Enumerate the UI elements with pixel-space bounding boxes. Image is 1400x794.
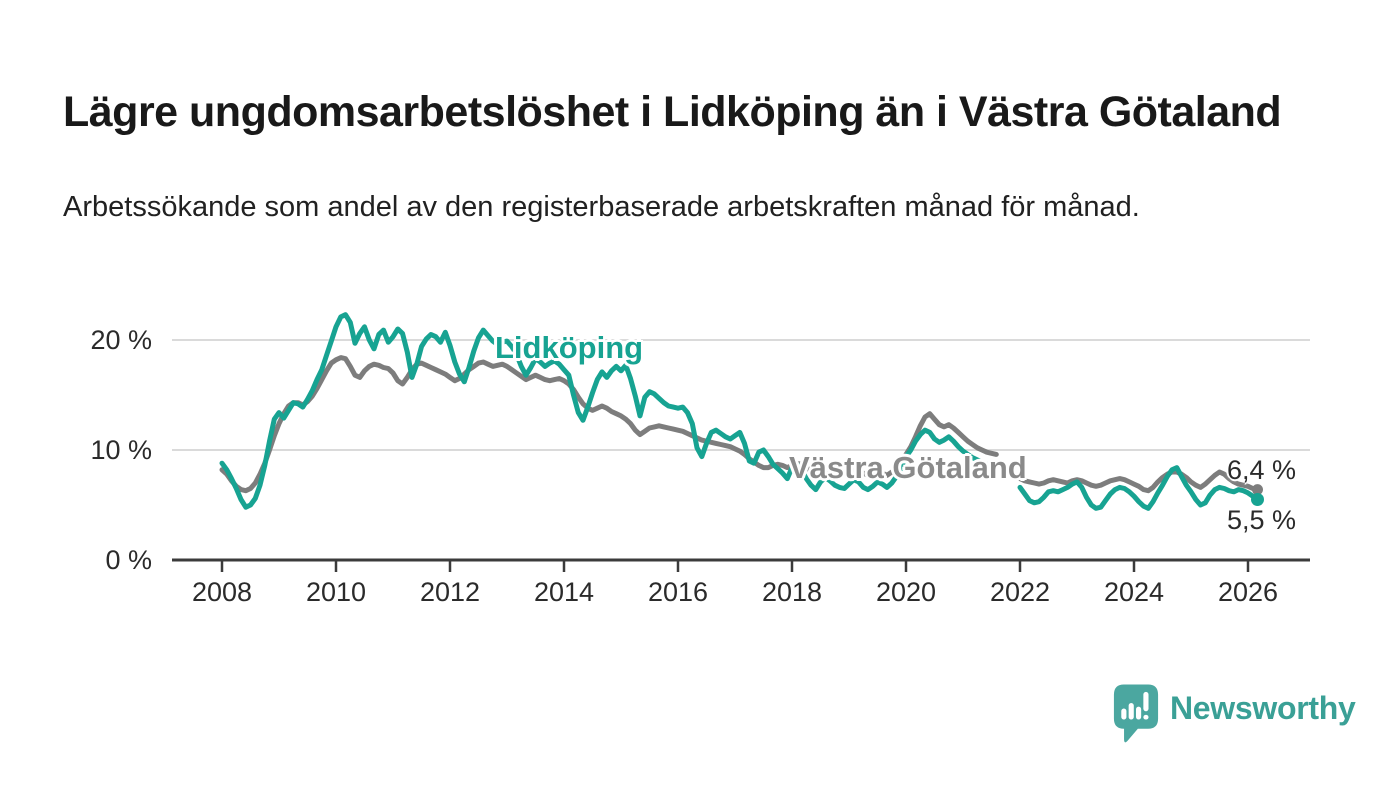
y-axis-label-10: 10 % [90,435,152,465]
x-tick-label-2018: 2018 [762,577,822,607]
end-value-label-vastra-gotaland: 6,4 % [1227,455,1297,485]
page-title: Lägre ungdomsarbetslöshet i Lidköping än… [63,87,1282,136]
y-axis-label-20: 20 % [90,325,152,355]
series-line-lidkoping [219,312,1260,511]
x-tick-label-2020: 2020 [876,577,936,607]
series-label-vastra-gotaland: Västra Götaland [789,450,1027,485]
newsworthy-speech-bubble-bar-chart-icon [1113,684,1159,743]
series-line-vastra-gotaland [219,355,1260,494]
x-tick-label-2008: 2008 [192,577,252,607]
end-value-label-lidkoping: 5,5 % [1227,505,1297,535]
x-tick-label-2024: 2024 [1104,577,1164,607]
newsworthy-logo: Newsworthy [1113,683,1356,745]
x-tick-label-2012: 2012 [420,577,480,607]
y-axis-label-0: 0 % [105,545,152,575]
x-tick-label-2016: 2016 [648,577,708,607]
series-label-lidkoping: Lidköping [495,330,644,365]
end-dot-vastra-gotaland [1252,484,1263,496]
x-tick-label-2014: 2014 [534,577,594,607]
x-tick-label-2022: 2022 [990,577,1050,607]
newsworthy-logo-text: Newsworthy [1170,690,1356,726]
x-tick-label-2010: 2010 [306,577,366,607]
chart-subtitle: Arbetssökande som andel av den registerb… [63,191,1140,223]
end-dot-lidkoping [1251,493,1264,506]
x-tick-label-2026: 2026 [1218,577,1278,607]
